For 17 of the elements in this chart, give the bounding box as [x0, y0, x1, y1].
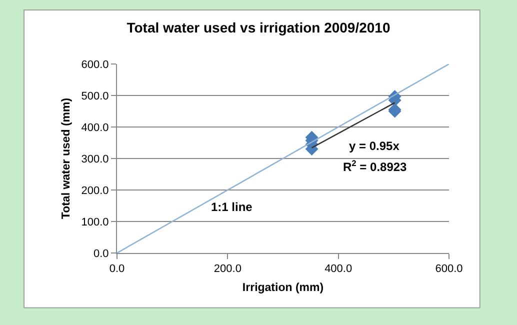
y-axis-title: Total water used (mm) [60, 98, 73, 220]
y-tick-label: 300.0 [81, 153, 109, 166]
annotation: y = 0.95x [349, 139, 400, 153]
x-tick-label: 0.0 [109, 263, 125, 276]
annotation: 1:1 line [211, 200, 253, 214]
x-tick-label: 600.0 [435, 263, 463, 276]
y-tick-label: 600.0 [81, 58, 109, 71]
chart-title: Total water used vs irrigation 2009/2010 [126, 20, 390, 36]
y-tick-label: 0.0 [94, 248, 109, 260]
y-tick-label: 100.0 [81, 216, 109, 228]
y-tick-label: 500.0 [81, 90, 109, 102]
x-tick-label: 400.0 [324, 263, 352, 276]
y-tick-label: 400.0 [81, 122, 109, 134]
y-tick-label: 200.0 [81, 184, 109, 197]
x-tick-label: 200.0 [214, 263, 242, 276]
annotation: R$^{2}$ = 0.8923 [343, 158, 408, 174]
x-axis-title: Irrigation (mm) [242, 282, 324, 294]
